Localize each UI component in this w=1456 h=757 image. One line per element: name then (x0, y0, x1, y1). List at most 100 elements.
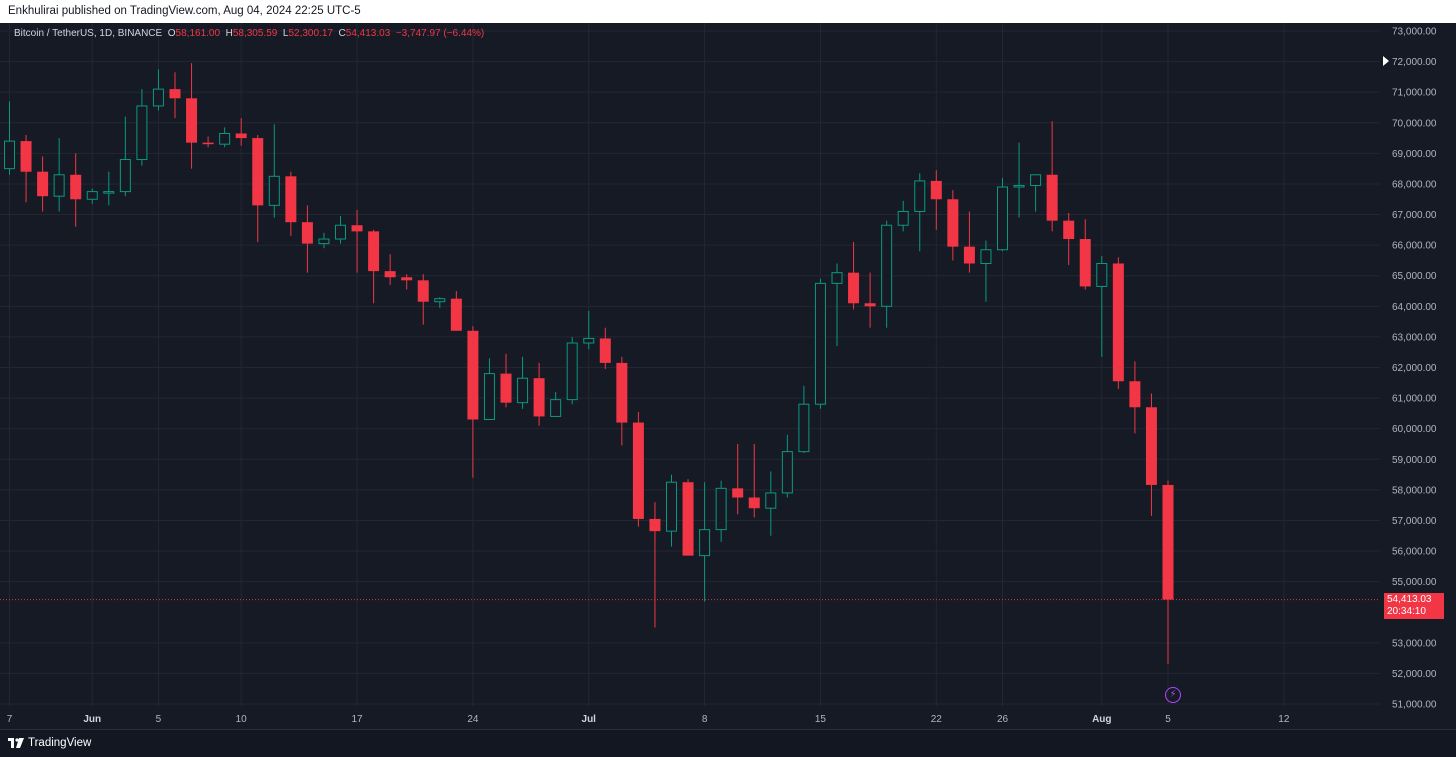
brand-name: TradingView (28, 737, 92, 749)
candle-body (219, 132, 231, 145)
candle-body (550, 399, 562, 417)
chart-area[interactable]: 73,000.00 72,000.00 71,000.00 70,000.00 69,0… (0, 23, 1456, 729)
candle-body (566, 342, 578, 401)
candle-body (186, 98, 198, 143)
y-tick-label: 66,000.00 (1392, 241, 1437, 252)
candle-body (881, 224, 893, 307)
y-tick-label: 55,000.00 (1392, 577, 1437, 588)
candle (682, 479, 694, 556)
y-tick-label: 69,000.00 (1392, 149, 1437, 160)
candle (914, 173, 926, 252)
x-tick-label: 5 (1165, 714, 1171, 725)
last-price-value: 54,413.03 (1387, 594, 1432, 605)
candle (963, 211, 975, 273)
candle (599, 327, 611, 370)
candle (666, 474, 677, 547)
candle (483, 358, 495, 421)
candle (169, 72, 181, 119)
candle (897, 200, 909, 232)
candle-body (699, 529, 711, 557)
tradingview-logo[interactable]: TradingView (8, 737, 91, 749)
time-axis: 7 Jun 5 10 17 24 Jul 8 15 22 26 Aug 5 12 (7, 714, 1290, 725)
candle (517, 356, 529, 409)
candle (1112, 257, 1124, 389)
candle (53, 138, 65, 212)
y-tick-label: 62,000.00 (1392, 363, 1437, 374)
y-tick-label: 53,000.00 (1392, 638, 1437, 649)
candle-body (1079, 239, 1091, 287)
candle-body (70, 174, 82, 200)
candle-body (1013, 184, 1025, 188)
change-value: −3,747.97 (−6.44%) (395, 28, 485, 39)
candles (4, 63, 1174, 665)
candle-body (897, 210, 909, 226)
candle-body (169, 89, 181, 99)
candle (732, 443, 744, 515)
candle-body (715, 487, 727, 531)
candle-body (1129, 381, 1141, 408)
candle-body (86, 191, 98, 200)
symbol-label: Bitcoin / TetherUS, 1D, BINANCE (14, 28, 163, 39)
candle-body (301, 222, 313, 244)
y-tick-label: 73,000.00 (1392, 27, 1437, 38)
candle (1162, 480, 1174, 665)
candle (20, 135, 32, 203)
candle-body (103, 191, 115, 194)
y-tick-label: 63,000.00 (1392, 332, 1437, 343)
candle (649, 502, 661, 628)
candle (1013, 142, 1025, 218)
ohlc-legend: Bitcoin / TetherUS, 1D, BINANCE O58,161.… (14, 28, 484, 39)
x-tick-label: Aug (1092, 714, 1111, 725)
candle (285, 171, 297, 236)
x-tick-label: Jul (582, 714, 597, 725)
candle (632, 411, 644, 527)
candle (119, 116, 131, 197)
candle-body (599, 338, 611, 363)
close-value: 54,413.03 (345, 28, 391, 39)
candle (450, 291, 462, 331)
y-tick-label: 68,000.00 (1392, 179, 1437, 190)
low-value: 52,300.17 (288, 28, 333, 39)
candle-body (1162, 484, 1174, 600)
candle-body (963, 246, 975, 264)
candle (1129, 361, 1141, 434)
candle (70, 153, 82, 227)
candle-body (533, 378, 545, 417)
candle (351, 209, 363, 273)
candle-body (517, 377, 529, 404)
open-value: 58,161.00 (175, 28, 221, 39)
y-tick-label: 67,000.00 (1392, 210, 1437, 221)
candle-body (947, 199, 959, 247)
candlestick-chart[interactable]: 73,000.00 72,000.00 71,000.00 70,000.00 69,0… (0, 23, 1456, 729)
candle-body (268, 175, 280, 206)
candle-body (401, 277, 413, 281)
candle (202, 136, 214, 148)
candle-body (1112, 263, 1124, 382)
candle-body (384, 271, 396, 278)
lightning-icon[interactable]: ⚡︎ (1165, 687, 1181, 703)
candle (550, 391, 562, 417)
candle (467, 326, 479, 478)
candle-body (20, 141, 32, 172)
y-tick-label: 71,000.00 (1392, 88, 1437, 99)
x-tick-label: 26 (997, 714, 1009, 725)
candle-body (864, 303, 876, 307)
candle (384, 254, 396, 285)
candle (4, 101, 15, 175)
candle-body (53, 174, 65, 197)
candle (252, 135, 264, 243)
candle (103, 171, 115, 206)
candle-body (335, 224, 346, 240)
y-tick-label: 51,000.00 (1392, 700, 1437, 711)
candle-body (285, 176, 297, 223)
candle-body (235, 133, 247, 139)
candle (930, 170, 942, 230)
candle (864, 272, 876, 328)
candle-body (1096, 262, 1108, 287)
candle-body (467, 330, 479, 420)
candle-body (765, 492, 777, 509)
x-tick-label: 24 (467, 714, 479, 725)
x-tick-label: 22 (931, 714, 943, 725)
candle-body (483, 373, 495, 421)
candle-body (37, 171, 49, 197)
